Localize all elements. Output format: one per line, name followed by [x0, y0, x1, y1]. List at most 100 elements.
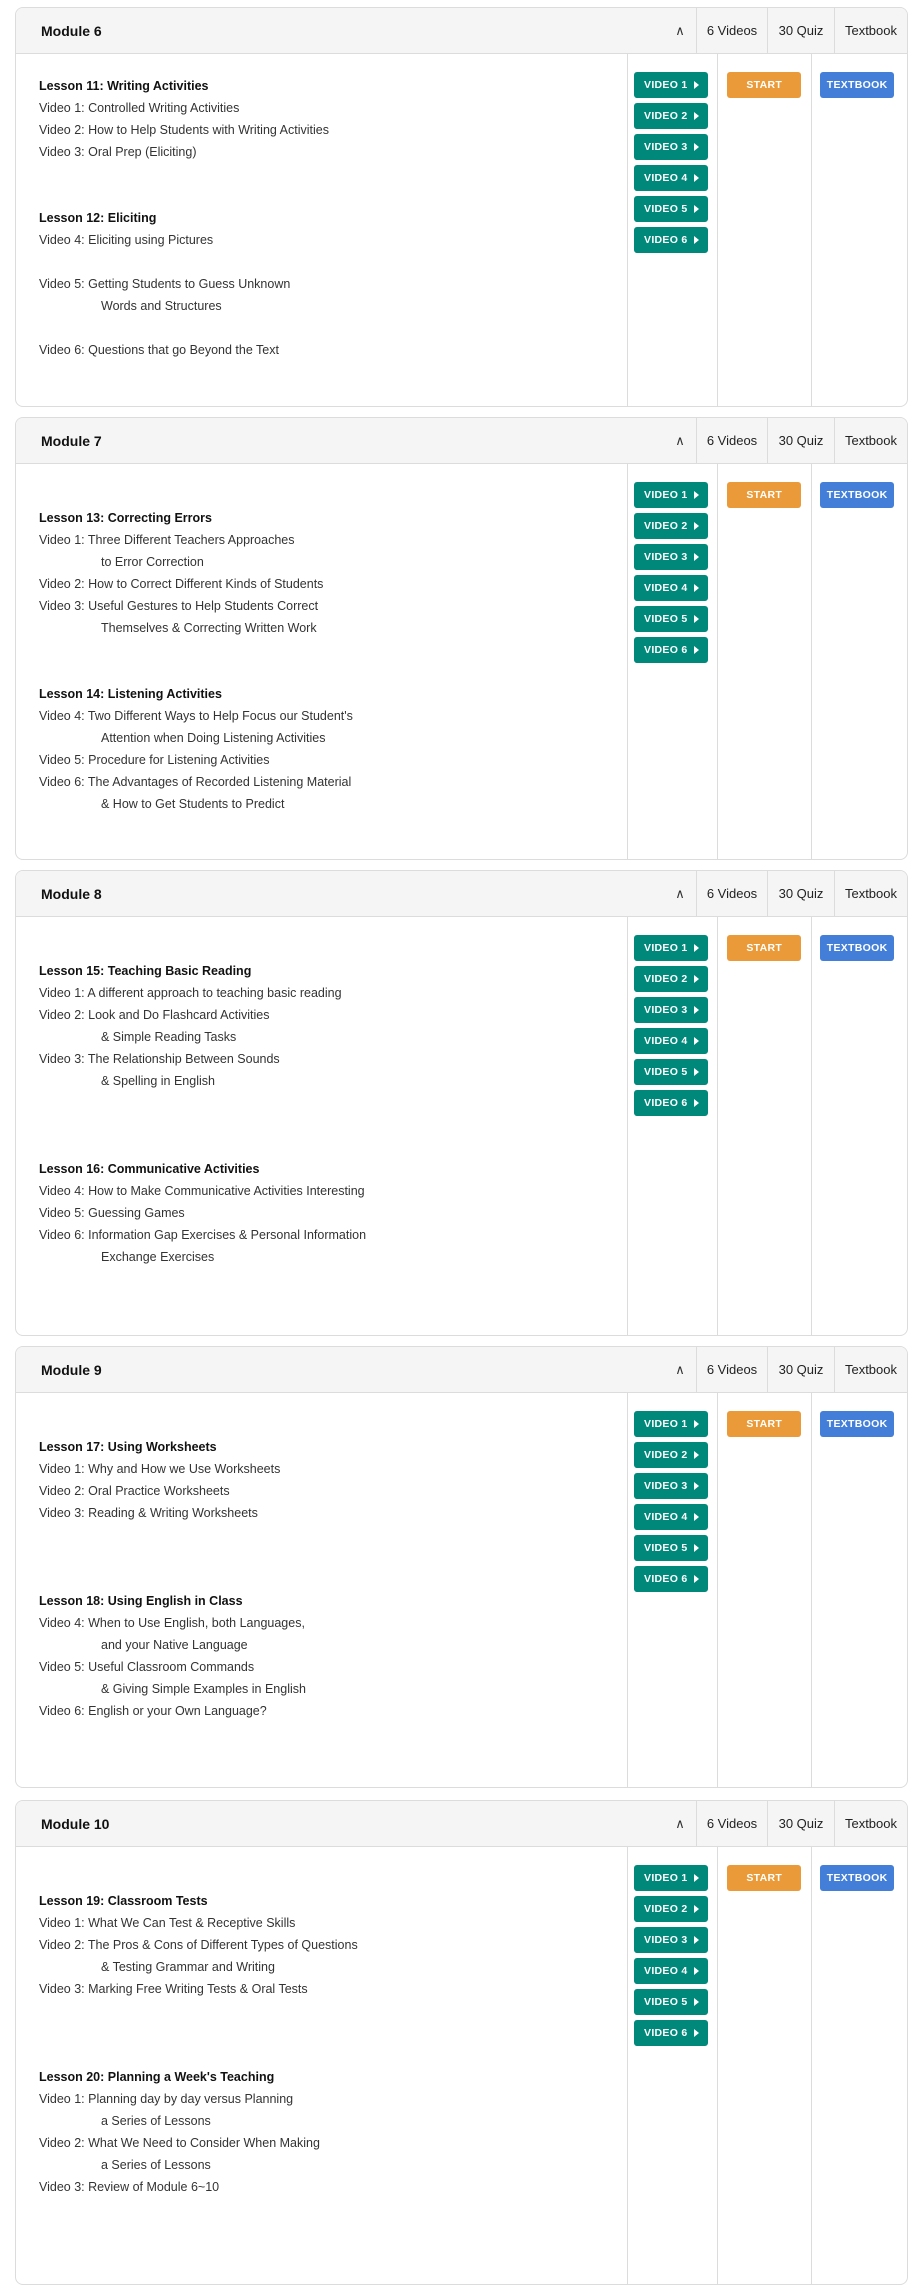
- textbook-button[interactable]: TEXTBOOK: [820, 935, 895, 961]
- textbook-button[interactable]: TEXTBOOK: [820, 72, 895, 98]
- video-item: Video 3: Reading & Writing Worksheets: [39, 1506, 258, 1520]
- video-button-label: VIDEO 3: [644, 1934, 688, 1946]
- spacer: [39, 2044, 627, 2066]
- video-item: Video 2: The Pros & Cons of Different Ty…: [39, 1938, 358, 1952]
- video-3-button[interactable]: VIDEO 3: [634, 1927, 709, 1953]
- video-5-button[interactable]: VIDEO 5: [634, 1535, 709, 1561]
- spacer: [39, 251, 627, 273]
- video-3-button[interactable]: VIDEO 3: [634, 134, 709, 160]
- spacer: [39, 938, 627, 960]
- video-item: Themselves & Correcting Written Work: [101, 621, 317, 635]
- video-button-label: VIDEO 2: [644, 520, 688, 532]
- textbook-column: TEXTBOOK: [811, 1847, 907, 2284]
- video-4-button[interactable]: VIDEO 4: [634, 1028, 709, 1054]
- play-icon: [693, 646, 699, 654]
- module-header[interactable]: Module 6 ∧ 6 Videos 30 Quiz Textbook: [16, 8, 907, 54]
- video-3-button[interactable]: VIDEO 3: [634, 997, 709, 1023]
- video-5-button[interactable]: VIDEO 5: [634, 1059, 709, 1085]
- video-item: Video 3: Review of Module 6~10: [39, 2180, 220, 2194]
- module-header[interactable]: Module 9 ∧ 6 Videos 30 Quiz Textbook: [16, 1347, 907, 1393]
- video-buttons-column: VIDEO 1 VIDEO 2 VIDEO 3 VIDEO 4 VIDEO 5 VIDEO…: [627, 464, 717, 859]
- start-quiz-button[interactable]: START: [727, 1411, 802, 1437]
- chevron-up-icon[interactable]: ∧: [675, 22, 685, 38]
- module-header[interactable]: Module 7 ∧ 6 Videos 30 Quiz Textbook: [16, 418, 907, 464]
- video-2-button[interactable]: VIDEO 2: [634, 103, 709, 129]
- video-item: Video 6: English or your Own Language?: [39, 1704, 267, 1718]
- play-icon: [693, 1905, 699, 1913]
- video-button-label: VIDEO 3: [644, 1004, 688, 1016]
- video-6-button[interactable]: VIDEO 6: [634, 2020, 709, 2046]
- textbook-button[interactable]: TEXTBOOK: [820, 482, 895, 508]
- start-quiz-button[interactable]: START: [727, 935, 802, 961]
- module-body: Lesson 11: Writing Activities Video 1: Co…: [16, 54, 907, 406]
- play-icon: [693, 944, 699, 952]
- module-title: Module 10: [41, 1815, 110, 1832]
- video-4-button[interactable]: VIDEO 4: [634, 575, 709, 601]
- video-item: Words and Structures: [101, 299, 222, 313]
- play-icon: [693, 1998, 699, 2006]
- videos-count: 6 Videos: [696, 871, 767, 917]
- quiz-count: 30 Quiz: [767, 1347, 834, 1393]
- video-button-label: VIDEO 4: [644, 1511, 688, 1523]
- play-icon: [693, 1967, 699, 1975]
- video-5-button[interactable]: VIDEO 5: [634, 1989, 709, 2015]
- video-2-button[interactable]: VIDEO 2: [634, 1896, 709, 1922]
- video-buttons-column: VIDEO 1 VIDEO 2 VIDEO 3 VIDEO 4 VIDEO 5 VIDEO…: [627, 1847, 717, 2284]
- video-2-button[interactable]: VIDEO 2: [634, 966, 709, 992]
- video-2-button[interactable]: VIDEO 2: [634, 1442, 709, 1468]
- lesson-title: Lesson 15: Teaching Basic Reading: [39, 964, 252, 978]
- chevron-up-icon[interactable]: ∧: [675, 1361, 685, 1377]
- video-3-button[interactable]: VIDEO 3: [634, 544, 709, 570]
- video-2-button[interactable]: VIDEO 2: [634, 513, 709, 539]
- video-6-button[interactable]: VIDEO 6: [634, 637, 709, 663]
- module-card: Module 9 ∧ 6 Videos 30 Quiz Textbook Lesson 1…: [15, 1346, 908, 1788]
- play-icon: [693, 1513, 699, 1521]
- videos-count: 6 Videos: [696, 1347, 767, 1393]
- video-6-button[interactable]: VIDEO 6: [634, 1566, 709, 1592]
- video-6-button[interactable]: VIDEO 6: [634, 227, 709, 253]
- video-item: & Simple Reading Tasks: [101, 1030, 237, 1044]
- video-6-button[interactable]: VIDEO 6: [634, 1090, 709, 1116]
- video-1-button[interactable]: VIDEO 1: [634, 1865, 709, 1891]
- video-1-button[interactable]: VIDEO 1: [634, 482, 709, 508]
- video-buttons-column: VIDEO 1 VIDEO 2 VIDEO 3 VIDEO 4 VIDEO 5 VIDEO…: [627, 54, 717, 406]
- module-header[interactable]: Module 8 ∧ 6 Videos 30 Quiz Textbook: [16, 871, 907, 917]
- video-4-button[interactable]: VIDEO 4: [634, 1504, 709, 1530]
- video-1-button[interactable]: VIDEO 1: [634, 935, 709, 961]
- videos-count: 6 Videos: [696, 8, 767, 54]
- video-4-button[interactable]: VIDEO 4: [634, 1958, 709, 1984]
- play-icon: [693, 1451, 699, 1459]
- video-1-button[interactable]: VIDEO 1: [634, 72, 709, 98]
- video-item: a Series of Lessons: [101, 2158, 211, 2172]
- textbook-label: Textbook: [834, 871, 907, 917]
- video-4-button[interactable]: VIDEO 4: [634, 165, 709, 191]
- textbook-button[interactable]: TEXTBOOK: [820, 1411, 895, 1437]
- video-1-button[interactable]: VIDEO 1: [634, 1411, 709, 1437]
- video-item: Video 3: Oral Prep (Eliciting): [39, 145, 197, 159]
- quiz-count: 30 Quiz: [767, 8, 834, 54]
- lesson-list: Lesson 19: Classroom Tests Video 1: What …: [16, 1847, 627, 2284]
- module-header[interactable]: Module 10 ∧ 6 Videos 30 Quiz Textbook: [16, 1801, 907, 1847]
- lesson-title: Lesson 12: Eliciting: [39, 211, 157, 225]
- video-button-label: VIDEO 4: [644, 172, 688, 184]
- chevron-up-icon[interactable]: ∧: [675, 1815, 685, 1831]
- start-quiz-button[interactable]: START: [727, 1865, 802, 1891]
- video-3-button[interactable]: VIDEO 3: [634, 1473, 709, 1499]
- video-5-button[interactable]: VIDEO 5: [634, 606, 709, 632]
- video-item: Video 2: Look and Do Flashcard Activitie…: [39, 1008, 270, 1022]
- start-quiz-button[interactable]: START: [727, 482, 802, 508]
- video-button-label: VIDEO 5: [644, 1542, 688, 1554]
- spacer: [39, 661, 627, 683]
- chevron-up-icon[interactable]: ∧: [675, 432, 685, 448]
- quiz-column: START: [717, 1847, 811, 2284]
- chevron-up-icon[interactable]: ∧: [675, 885, 685, 901]
- spacer: [39, 1414, 627, 1436]
- textbook-button[interactable]: TEXTBOOK: [820, 1865, 895, 1891]
- start-quiz-button[interactable]: START: [727, 72, 802, 98]
- video-button-label: VIDEO 1: [644, 1872, 688, 1884]
- video-item: & Spelling in English: [101, 1074, 215, 1088]
- textbook-column: TEXTBOOK: [811, 1393, 907, 1787]
- spacer: [39, 1524, 627, 1546]
- video-item: Video 3: The Relationship Between Sounds: [39, 1052, 280, 1066]
- video-5-button[interactable]: VIDEO 5: [634, 196, 709, 222]
